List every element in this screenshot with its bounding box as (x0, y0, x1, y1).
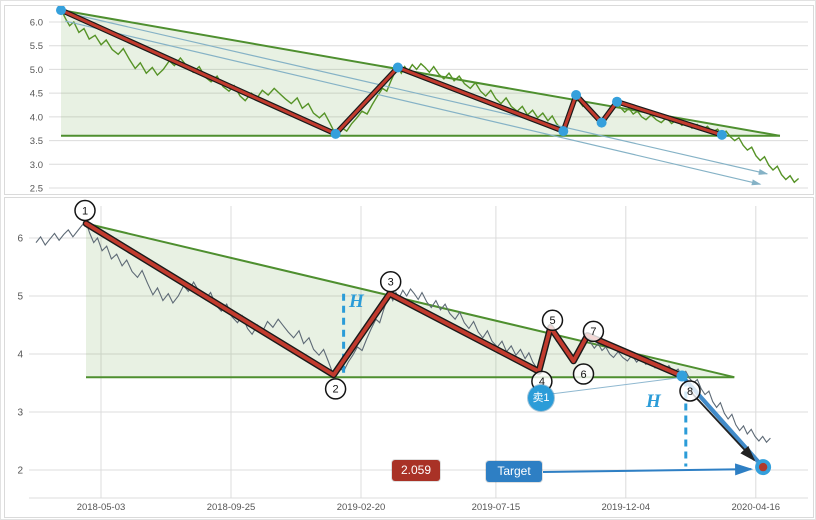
wave-number-circle[interactable] (541, 309, 564, 332)
wave-number-circle[interactable] (679, 380, 701, 402)
wave-number: 5 (549, 315, 555, 327)
target-price-badge[interactable]: 2.059 (392, 460, 440, 481)
y-tick-label: 3 (17, 408, 23, 419)
target-arrow (542, 463, 754, 476)
height-label-2: H (646, 391, 661, 412)
projection-black-arrow (688, 389, 756, 462)
x-tick-label: 2018-05-03 (77, 502, 126, 513)
y-tick-label: 4 (17, 350, 23, 361)
y-tick-label: 5.5 (30, 41, 43, 52)
pivot-dot[interactable] (612, 96, 622, 107)
wave-number: 8 (687, 386, 693, 398)
y-tick-label: 6.0 (30, 18, 43, 29)
y-tick-label: 2 (17, 466, 23, 477)
wave-number-circle[interactable] (324, 378, 347, 400)
top-chart-canvas[interactable]: 6.0 5.5 5.0 4.5 4.0 3.5 3.0 2.5 (5, 6, 813, 194)
x-tick-label: 2020-04-16 (731, 502, 780, 513)
y-tick-label: 3.0 (30, 160, 43, 171)
target-point-inner (758, 462, 768, 472)
wave-number-circle[interactable] (74, 199, 96, 222)
projection-arrow (65, 11, 769, 175)
x-tick-label: 2019-07-15 (472, 502, 521, 513)
target-label-badge[interactable]: Target (486, 461, 542, 482)
y-tick-label: 4.0 (30, 112, 43, 123)
wave-number: 2 (333, 384, 339, 396)
wave-number-circle[interactable] (572, 363, 595, 385)
pivot-dot[interactable] (330, 128, 341, 139)
y-tick-label: 6 (17, 234, 23, 245)
sell-marker-badge[interactable]: 卖1 (528, 385, 554, 411)
wave-number: 1 (82, 205, 88, 217)
wave-number: 6 (580, 369, 586, 381)
wave-number: 7 (590, 326, 596, 338)
wave-number-circle[interactable] (582, 320, 605, 343)
pivot-dot[interactable] (392, 62, 403, 73)
wave-number: 4 (539, 376, 545, 388)
height-label-1: H (349, 291, 364, 312)
y-tick-label: 4.5 (30, 89, 43, 100)
pivot-dot[interactable] (596, 117, 607, 128)
y-tick-label: 3.5 (30, 136, 43, 147)
x-tick-label: 2019-02-20 (337, 502, 386, 513)
y-tick-label: 2.5 (30, 184, 43, 195)
top-chart-panel: 6.0 5.5 5.0 4.5 4.0 3.5 3.0 2.5 (4, 5, 814, 195)
pivot-dot[interactable] (716, 129, 727, 140)
wave-number-circle[interactable] (379, 270, 402, 293)
sell-callout-line (550, 377, 678, 395)
pivot-dot[interactable] (571, 90, 582, 100)
y-tick-label: 5.0 (30, 65, 43, 76)
pivot-dot[interactable] (558, 126, 569, 137)
y-tick-label: 5 (17, 292, 23, 303)
x-tick-label: 2018-09-25 (207, 502, 256, 513)
pivot-dot[interactable] (676, 370, 688, 382)
wave-number: 3 (388, 277, 394, 289)
projection-arrow (65, 20, 762, 186)
bottom-chart-canvas[interactable]: 2018-05-03 2018-09-25 2019-02-20 2019-07-15… (5, 198, 813, 517)
bottom-chart-panel: 2018-05-03 2018-09-25 2019-02-20 2019-07-15… (4, 197, 814, 518)
pivot-dot[interactable] (56, 6, 66, 16)
zigzag-wave (84, 221, 684, 378)
x-tick-label: 2019-12-04 (601, 502, 650, 513)
